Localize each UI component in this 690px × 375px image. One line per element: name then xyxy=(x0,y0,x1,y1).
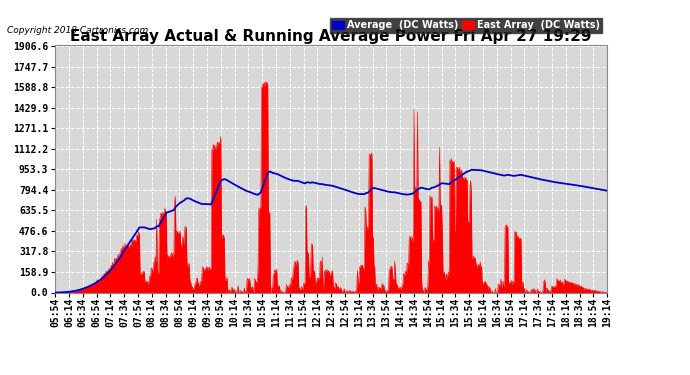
Title: East Array Actual & Running Average Power Fri Apr 27 19:29: East Array Actual & Running Average Powe… xyxy=(70,29,592,44)
Legend: Average  (DC Watts), East Array  (DC Watts): Average (DC Watts), East Array (DC Watts… xyxy=(330,18,602,33)
Text: Copyright 2018 Cartronics.com: Copyright 2018 Cartronics.com xyxy=(7,26,148,35)
